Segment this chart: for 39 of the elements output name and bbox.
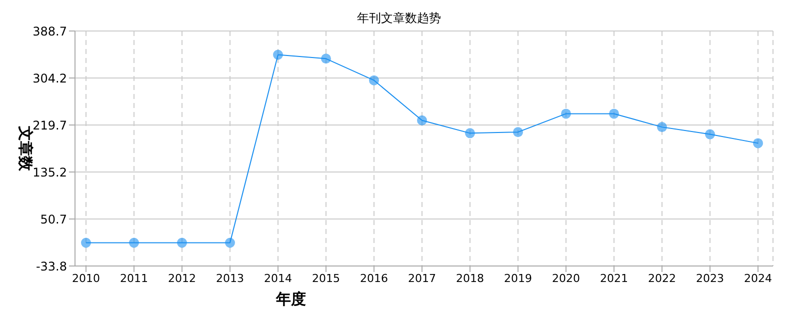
x-tick-label: 2015 bbox=[312, 272, 340, 285]
x-tick-label: 2017 bbox=[408, 272, 436, 285]
x-axis-title: 年度 bbox=[276, 290, 306, 309]
point bbox=[657, 122, 667, 132]
y-tick-label: 219.7 bbox=[32, 118, 67, 132]
y-tick-label: 135.2 bbox=[32, 165, 67, 180]
point bbox=[81, 238, 91, 248]
x-tick-label: 2013 bbox=[216, 272, 244, 285]
x-tick-label: 2018 bbox=[456, 272, 484, 285]
point bbox=[465, 128, 475, 138]
point bbox=[273, 50, 283, 60]
x-tick-label: 2019 bbox=[504, 272, 532, 285]
x-tick-label: 2020 bbox=[552, 272, 580, 285]
point bbox=[609, 108, 619, 119]
x-tick-label: 2016 bbox=[360, 272, 388, 285]
point bbox=[129, 238, 139, 248]
y-tick-label: 50.7 bbox=[40, 212, 67, 226]
x-tick-label: 2024 bbox=[744, 272, 772, 285]
chart-title: 年刊文章数趋势 bbox=[357, 11, 441, 25]
point bbox=[417, 115, 427, 126]
y-tick-label: -33.8 bbox=[36, 259, 67, 274]
point bbox=[321, 54, 331, 64]
x-tick-label: 2023 bbox=[696, 272, 724, 285]
x-tick-label: 2021 bbox=[600, 272, 628, 285]
x-tick-label: 2011 bbox=[120, 272, 148, 285]
point bbox=[369, 75, 379, 86]
point bbox=[177, 238, 187, 248]
point bbox=[561, 108, 571, 119]
y-tick-label: 388.7 bbox=[32, 24, 67, 38]
y-axis-title: 文章数 bbox=[16, 125, 35, 172]
point bbox=[753, 138, 763, 148]
point bbox=[225, 238, 235, 248]
point bbox=[513, 127, 523, 138]
x-tick-label: 2010 bbox=[72, 272, 100, 285]
x-tick-label: 2022 bbox=[648, 272, 676, 285]
x-tick-label: 2014 bbox=[264, 272, 292, 285]
x-tick-label: 2012 bbox=[168, 272, 196, 285]
point bbox=[705, 129, 715, 140]
y-tick-label: 304.2 bbox=[32, 71, 67, 86]
